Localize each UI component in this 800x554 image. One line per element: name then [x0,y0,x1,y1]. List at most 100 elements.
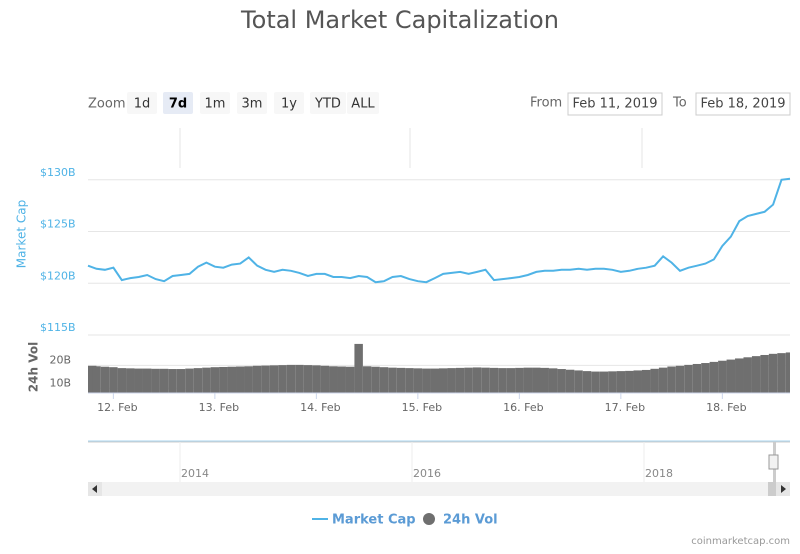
y-tick-label: $120B [40,269,76,282]
range-button-label[interactable]: 7d [169,97,187,112]
scrollbar-track[interactable] [88,482,790,496]
volume-bar [176,369,186,393]
volume-bar [219,366,228,393]
volume-bar [650,368,659,393]
volume-bar [735,358,744,393]
volume-bar [599,371,609,393]
volume-bar [633,370,642,393]
volume-bar [565,369,575,393]
x-tick-label: 17. Feb [605,401,645,414]
volume-bar [193,368,203,393]
volume-bar [236,366,245,393]
volume-bar [726,359,736,393]
navigator-label: 2016 [413,467,441,480]
volume-bar [227,366,237,393]
x-tick-label: 16. Feb [503,401,543,414]
to-input[interactable] [695,92,791,116]
volume-bar [168,369,177,393]
volume-bar [641,369,651,393]
volume-bar [244,366,253,393]
volume-bar [548,368,558,393]
credit: coinmarketcap.com [691,536,790,547]
volume-bar [185,368,194,393]
range-button[interactable] [163,92,193,114]
volume-bar [743,357,752,393]
volume-bar [142,368,152,393]
volume-bar [159,368,169,393]
volume-bar [278,365,287,393]
volume-bar [405,368,414,393]
volume-bar [126,368,135,393]
from-input[interactable] [567,92,663,116]
volume-bar [675,365,685,393]
range-button[interactable] [347,92,379,114]
range-button-label[interactable]: 3m [242,97,263,112]
range-button[interactable] [274,92,304,114]
volume-bar [134,368,143,393]
range-button-label[interactable]: 1m [205,97,226,112]
volume-bar [202,367,211,393]
volume-bar [329,366,338,393]
volume-bar [422,368,431,393]
volume-bar [413,368,423,393]
volume-bar [616,371,626,393]
volume-bar [658,367,668,393]
y2-axis-title: 24h Vol [27,342,41,392]
scrollbar-thumb[interactable] [768,482,776,496]
volume-bar [751,356,761,393]
from-date[interactable]: Feb 11, 2019 [572,97,657,112]
range-button[interactable] [237,92,267,114]
volume-bar [312,365,321,393]
volume-bar [396,367,406,393]
range-button-label[interactable]: 1d [134,97,151,112]
market-cap-line [87,177,791,284]
range-button-label[interactable]: 1y [281,97,297,112]
range-button[interactable] [310,92,346,114]
navigator-handle[interactable] [768,454,779,470]
volume-bar [320,365,330,393]
range-button-label[interactable]: ALL [351,97,375,112]
volume-bar [532,367,541,393]
to-date[interactable]: Feb 18, 2019 [700,97,785,112]
legend-symbol[interactable] [423,513,435,525]
volume-bar [354,343,363,393]
volume-bar [472,367,482,393]
range-button[interactable] [200,92,230,114]
volume-bar [151,368,160,393]
volume-bar [591,371,600,393]
volume-bar [625,370,634,393]
volume-bar [515,367,524,393]
volume-bar [557,369,566,393]
legend-label[interactable]: 24h Vol [443,513,498,528]
range-button-label[interactable]: YTD [314,97,341,112]
volume-bar [345,366,355,393]
volume-bar [574,370,583,393]
volume-bar [785,352,790,393]
y2-tick-label: 20B [49,353,71,366]
chart-title: Total Market Capitalization [240,6,559,34]
volume-bar [692,363,702,393]
volume-bar [523,367,533,393]
volume-bar [371,366,380,393]
volume-bar [92,366,101,393]
legend-label[interactable]: Market Cap [332,513,416,528]
volume-bar [210,367,220,393]
x-tick-label: 15. Feb [402,401,442,414]
volume-bar [608,371,617,393]
volume-bar [337,366,346,393]
volume-bar [388,367,397,393]
volume-bar [718,360,727,393]
from-label: From [530,96,562,111]
range-button[interactable] [127,92,157,114]
volume-bar [261,365,270,393]
volume-bar [269,365,279,393]
volume-bar [701,363,710,393]
y-tick-label: $115B [40,321,76,334]
x-tick-label: 12. Feb [97,401,137,414]
volume-bar [540,367,549,393]
volume-bar [252,365,262,393]
volume-bar [109,367,118,393]
volume-bar [760,354,769,393]
volume-bar [464,367,473,393]
to-label: To [672,96,687,111]
